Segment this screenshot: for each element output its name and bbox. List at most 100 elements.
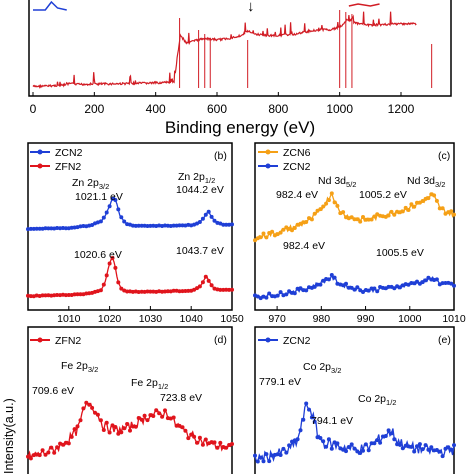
series-point-zcn2 (452, 283, 456, 288)
legend-label-zcn6: ZCN6 (283, 147, 311, 159)
series-point-zcn2 (318, 282, 323, 287)
series-point-zfn2 (180, 289, 185, 294)
series-point-zfn2 (61, 442, 65, 447)
series-point-zfn2 (148, 289, 153, 294)
series-point-zcn6 (261, 231, 266, 236)
panel-c-label: (c) (438, 150, 450, 162)
series-point-zcn6 (369, 217, 374, 222)
series-point-zfn2 (104, 273, 109, 278)
series-point-zcn6 (324, 201, 329, 206)
series-point-zcn2 (212, 218, 217, 223)
series-point-zcn2 (275, 293, 280, 298)
series-point-zcn2 (218, 221, 223, 226)
series-point-zcn6 (400, 209, 405, 214)
x-tick-label: 1010 (57, 313, 81, 325)
x-tick-label: 1020 (98, 313, 122, 325)
series-point-zcn2 (423, 278, 428, 283)
series-point-zcn2 (409, 444, 414, 449)
panel-d-label: (d) (214, 334, 227, 346)
series-point-zcn6 (412, 204, 417, 209)
series-point-zcn2 (139, 223, 144, 228)
series-point-zfn2 (189, 432, 194, 437)
series-point-zcn2 (177, 223, 182, 228)
series-point-zcn6 (264, 235, 269, 240)
series-point-zcn2 (386, 284, 391, 289)
panel-a-series (32, 0, 433, 89)
series-point-zfn2 (177, 289, 182, 294)
series-point-zcn2 (295, 437, 300, 442)
series-point-zcn6 (440, 206, 445, 211)
y-axis-label: Intensity(a.u.) (2, 398, 16, 474)
series-point-zfn2 (200, 280, 205, 285)
panel-c-frame (254, 142, 455, 311)
series-point-zfn2 (157, 289, 162, 294)
series-point-zfn2 (180, 425, 185, 430)
series-point-zcn2 (122, 219, 127, 224)
series-point-zcn2 (261, 459, 266, 464)
series-point-zcn2 (344, 449, 348, 454)
panel-b-x-ticks: 1010 1020 1030 1040 1050 (57, 306, 244, 325)
series-point-zcn2 (346, 445, 351, 449)
series-point-zcn6 (432, 193, 437, 198)
series-point-zcn6 (292, 226, 297, 230)
legend-marker-zcn2 (37, 149, 43, 155)
annotation-982-4-top: 982.4 eV (276, 189, 318, 201)
series-point-zfn2 (113, 265, 118, 270)
series-point-zfn2 (40, 448, 45, 453)
annotation-zn2p32: Zn 2p3/2 (72, 177, 109, 191)
series-point-zcn6 (329, 191, 334, 196)
annotation-fe2p32: Fe 2p3/2 (61, 360, 98, 374)
series-point-zcn2 (174, 223, 179, 228)
series-point-zcn2 (107, 204, 112, 209)
series-point-zcn6 (358, 219, 363, 224)
series-point-zcn2 (284, 450, 289, 455)
series-point-zcn6 (449, 209, 454, 214)
series-point-zcn2 (417, 442, 422, 447)
series-point-zcn2 (361, 290, 365, 294)
series-point-zcn6 (270, 229, 275, 234)
annotation-nd3d52: Nd 3d5/2 (318, 175, 356, 189)
series-point-zcn2 (449, 281, 454, 286)
series-point-zcn2 (221, 222, 226, 227)
series-point-zcn2 (264, 452, 269, 457)
legend-marker-zcn6 (265, 149, 271, 155)
series-point-zcn2 (420, 280, 425, 285)
series-point-zcn2 (136, 223, 141, 228)
series-point-zcn2 (26, 227, 30, 232)
series-point-zcn6 (258, 235, 263, 240)
series-point-zfn2 (84, 291, 89, 296)
series-point-zcn2 (363, 442, 368, 447)
series-point-zcn2 (116, 207, 121, 212)
series-point-zcn6 (403, 205, 408, 210)
x-tick-label: 1040 (180, 313, 204, 325)
series-point-zcn2 (49, 226, 54, 231)
annotation-709-6: 709.6 eV (32, 385, 74, 397)
annotation-1020-6: 1020.6 eV (74, 249, 122, 261)
series-point-zcn2 (98, 219, 103, 224)
series-point-zcn6 (366, 217, 371, 222)
series-point-zfn2 (218, 287, 223, 292)
series-point-zfn2 (72, 427, 77, 432)
series-point-zfn2 (136, 416, 141, 420)
series-point-zcn2 (452, 443, 456, 448)
series-point-zfn2 (206, 278, 211, 283)
series-point-zfn2 (43, 293, 48, 298)
annotation-co2p12: Co 2p1/2 (358, 393, 396, 407)
series-point-zcn2 (69, 225, 74, 230)
series-point-zcn2 (267, 291, 272, 296)
series-point-zfn2 (139, 289, 144, 294)
series-point-zfn2 (145, 418, 150, 423)
series-point-zfn2 (119, 286, 124, 291)
series-point-zfn2 (26, 293, 30, 298)
panel-e-legend: ZCN2 (258, 335, 311, 347)
series-point-zcn2 (386, 428, 391, 433)
series-point-zcn6 (361, 215, 365, 219)
x-tick-label: 1000 (398, 313, 422, 325)
series-point-zfn2 (221, 287, 226, 292)
panel-e-label: (e) (438, 334, 451, 346)
series-point-zfn2 (46, 450, 51, 455)
survey-line-zfn2 (32, 11, 417, 89)
survey-upper-fragment (348, 3, 380, 7)
series-point-zfn2 (119, 430, 124, 435)
series-point-zcn2 (119, 215, 124, 220)
